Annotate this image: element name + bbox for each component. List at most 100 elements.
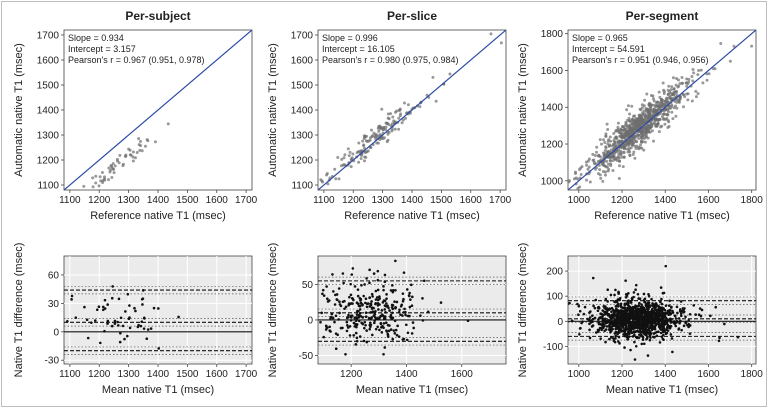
data-point [406,331,410,335]
data-point [617,130,621,134]
data-point [448,72,452,76]
y-tick-label: 1200 [291,156,314,167]
data-point [606,309,609,313]
data-point [675,98,679,102]
data-point [632,291,636,294]
data-point [578,185,582,189]
data-point [619,131,623,135]
data-point [607,308,611,311]
data-point [370,292,374,296]
data-point [396,324,399,328]
data-point [377,308,380,311]
data-point [683,95,687,99]
data-point [338,311,341,315]
data-point [617,164,621,168]
data-point [666,113,670,117]
data-point [641,112,645,116]
data-point [682,105,686,109]
data-point [341,300,345,304]
data-point [141,297,145,300]
data-point [662,291,666,295]
data-point [309,311,312,314]
data-point [621,165,625,169]
data-point [74,316,78,319]
data-point [402,271,406,274]
data-point [591,314,594,317]
x-tick-label: 1300 [118,195,141,206]
data-point [606,169,610,173]
data-point [671,311,675,314]
data-point [606,162,610,166]
data-point [613,332,617,335]
panel-1: Per-subject 1100 1200 1300 1400 1500 1600 1700 1… [13,9,258,222]
data-point [639,116,643,120]
data-point [604,321,608,325]
data-point [593,167,597,171]
data-point [131,150,135,154]
data-point [348,150,352,154]
data-point [386,112,390,116]
data-point [650,129,654,133]
data-point [671,76,675,80]
data-point [633,327,637,330]
data-point [402,297,405,301]
data-point [383,308,387,311]
data-point [644,128,648,132]
data-point [638,134,642,138]
data-point [732,44,736,48]
data-point [699,68,703,72]
data-point [351,297,355,301]
data-point [614,322,618,326]
data-point [624,313,628,317]
data-point [659,125,663,129]
data-point [600,326,604,330]
data-point [614,327,617,331]
data-layer [568,30,756,190]
data-point [422,279,426,283]
data-point [140,149,144,153]
data-point [662,338,665,342]
data-point [347,313,350,317]
data-point [121,324,125,328]
data-point [412,326,416,330]
data-point [707,72,711,76]
data-point [582,189,585,190]
data-point [607,138,611,142]
data-point [629,327,632,331]
data-point [605,159,609,163]
data-point [385,297,388,300]
data-point [604,340,607,344]
data-point [628,308,632,311]
data-point [103,329,106,333]
data-point [621,313,625,316]
x-axis-label: Reference native T1 (msec) [90,210,226,222]
data-point [355,336,359,340]
data-point [639,307,642,311]
x-tick-label: 1800 [741,195,764,206]
data-point [654,308,658,312]
data-point [625,147,629,151]
data-point [678,97,682,101]
data-point [660,320,664,324]
data-point [617,152,621,156]
data-point [638,301,641,305]
data-point [701,81,705,85]
data-point [584,160,588,164]
data-point [349,319,353,322]
data-point [678,321,681,325]
data-point [142,316,146,320]
data-point [131,159,135,163]
data-point [599,337,602,340]
data-point [621,306,624,310]
data-point [624,143,628,147]
data-point [372,131,376,135]
data-point [637,336,641,339]
data-point [662,314,666,318]
data-point [637,318,640,322]
data-point [692,71,696,75]
data-point [658,95,662,99]
data-point [646,125,650,129]
data-point [658,341,662,344]
data-point [628,305,632,309]
data-point [637,322,641,326]
